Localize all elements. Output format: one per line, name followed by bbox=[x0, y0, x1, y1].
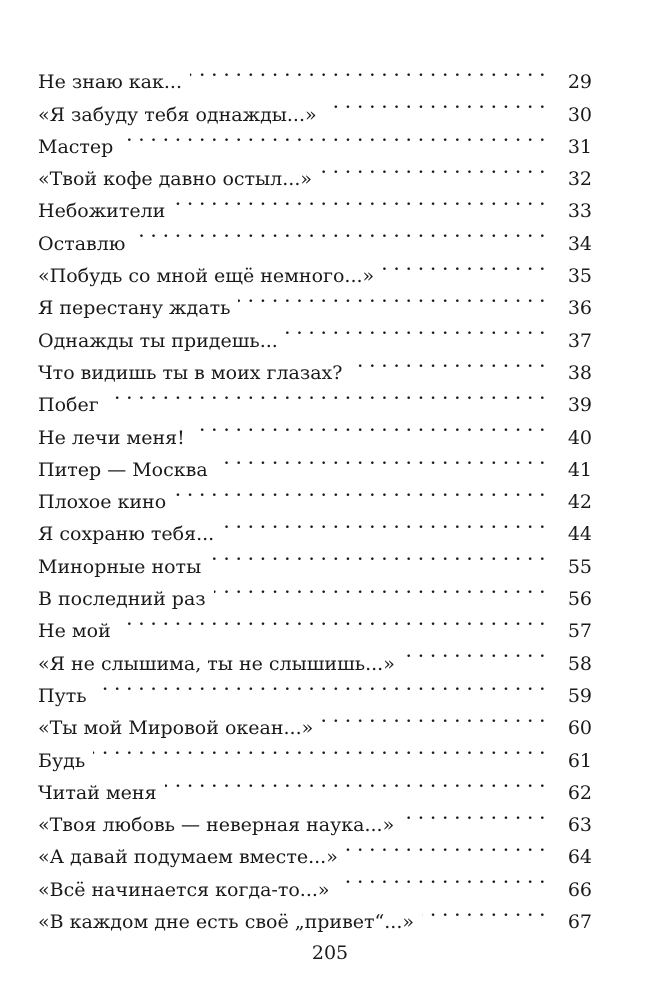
toc-entry-page-number: 64 bbox=[567, 846, 592, 869]
toc-entry: Питер — Москва 41 bbox=[38, 444, 592, 481]
dot-leader bbox=[93, 734, 546, 766]
toc-entry-page-number: 34 bbox=[567, 232, 592, 255]
toc-entry: В последний раз56 bbox=[38, 573, 592, 610]
toc-entry-title: Будь bbox=[38, 749, 86, 772]
toc-entry: Побег 39 bbox=[38, 379, 592, 416]
toc-entry: «Твоя любовь — неверная наука...» 63 bbox=[38, 799, 592, 836]
dot-leader bbox=[165, 767, 546, 799]
toc-entry-page-number: 63 bbox=[567, 814, 592, 837]
toc-entry-title: «В каждом дне есть своё „привет“...» bbox=[38, 911, 414, 934]
toc-entry-title: «Твоя любовь — неверная наука...» bbox=[38, 814, 395, 837]
toc-entry: Путь 59 bbox=[38, 670, 592, 707]
toc-entry-page-number: 32 bbox=[567, 168, 592, 191]
dot-leader bbox=[321, 702, 546, 734]
table-of-contents: Не знаю как... 29«Я забуду тебя однажды..… bbox=[38, 56, 592, 933]
toc-entry: Однажды ты придешь... 37 bbox=[38, 314, 592, 351]
toc-entry-page-number: 61 bbox=[567, 749, 592, 772]
toc-entry-title: «А давай подумаем вместе...» bbox=[38, 846, 338, 869]
toc-entry: Оставлю 34 bbox=[38, 217, 592, 254]
dot-leader bbox=[214, 573, 546, 605]
toc-entry: «А давай подумаем вместе...» 64 bbox=[38, 831, 592, 868]
toc-entry-title: Мастер bbox=[38, 135, 114, 158]
toc-entry-page-number: 35 bbox=[567, 265, 592, 288]
toc-entry-page-number: 29 bbox=[567, 71, 592, 94]
toc-entry: «Я не слышима, ты не слышишь...»58 bbox=[38, 637, 592, 674]
dot-leader bbox=[286, 314, 546, 346]
toc-entry-page-number: 36 bbox=[567, 297, 592, 320]
toc-entry-title: Плохое кино bbox=[38, 491, 167, 514]
toc-entry-page-number: 59 bbox=[567, 684, 592, 707]
toc-entry-page-number: 44 bbox=[567, 523, 592, 546]
dot-leader bbox=[338, 863, 546, 895]
toc-entry-title: Я перестану ждать bbox=[38, 297, 231, 320]
toc-entry: Минорные ноты 55 bbox=[38, 540, 592, 577]
toc-entry-title: Оставлю bbox=[38, 232, 126, 255]
toc-entry-title: Не знаю как... bbox=[38, 71, 182, 94]
toc-entry-page-number: 33 bbox=[567, 200, 592, 223]
toc-entry: Не знаю как... 29 bbox=[38, 56, 592, 93]
dot-leader bbox=[382, 250, 546, 282]
dot-leader bbox=[174, 476, 546, 508]
toc-entry-page-number: 37 bbox=[567, 329, 592, 352]
dot-leader bbox=[95, 670, 546, 702]
toc-entry: Плохое кино 42 bbox=[38, 476, 592, 513]
toc-entry: «Ты мой Мировой океан...»60 bbox=[38, 702, 592, 739]
toc-entry-page-number: 41 bbox=[567, 458, 592, 481]
dot-leader bbox=[402, 799, 546, 831]
dot-leader bbox=[190, 56, 546, 88]
toc-entry-page-number: 30 bbox=[567, 103, 592, 126]
toc-entry: «Всё начинается когда-то...» 66 bbox=[38, 863, 592, 900]
dot-leader bbox=[346, 831, 546, 863]
toc-entry-title: Путь bbox=[38, 684, 87, 707]
toc-entry-page-number: 56 bbox=[567, 588, 592, 611]
toc-entry-title: Побег bbox=[38, 394, 99, 417]
toc-entry-page-number: 38 bbox=[567, 361, 592, 384]
toc-entry-title: Питер — Москва bbox=[38, 458, 208, 481]
dot-leader bbox=[222, 508, 546, 540]
toc-entry-title: «Всё начинается когда-то...» bbox=[38, 878, 330, 901]
toc-entry: Я сохраню тебя... 44 bbox=[38, 508, 592, 545]
dot-leader bbox=[216, 444, 546, 476]
toc-entry-page-number: 31 bbox=[567, 135, 592, 158]
dot-leader bbox=[133, 217, 546, 249]
toc-entry: Будь 61 bbox=[38, 734, 592, 771]
toc-entry-page-number: 40 bbox=[567, 426, 592, 449]
toc-entry-title: Читай меня bbox=[38, 781, 157, 804]
dot-leader bbox=[422, 896, 546, 928]
toc-entry-title: Минорные ноты bbox=[38, 555, 202, 578]
toc-entry: Не лечи меня! 40 bbox=[38, 411, 592, 448]
dot-leader bbox=[121, 121, 546, 153]
toc-entry-page-number: 62 bbox=[567, 781, 592, 804]
dot-leader bbox=[325, 88, 546, 120]
toc-entry-page-number: 39 bbox=[567, 394, 592, 417]
toc-entry: «Я забуду тебя однажды...»30 bbox=[38, 88, 592, 125]
toc-entry-title: Не мой bbox=[38, 620, 111, 643]
dot-leader bbox=[209, 540, 546, 572]
page-number: 205 bbox=[311, 942, 349, 964]
toc-entry-page-number: 67 bbox=[567, 911, 592, 934]
dot-leader bbox=[350, 347, 546, 379]
toc-entry-page-number: 42 bbox=[567, 491, 592, 514]
dot-leader bbox=[193, 411, 546, 443]
toc-entry: Я перестану ждать 36 bbox=[38, 282, 592, 319]
toc-entry-title: Я сохраню тебя... bbox=[38, 523, 215, 546]
dot-leader bbox=[107, 379, 546, 411]
dot-leader bbox=[403, 637, 546, 669]
toc-entry-page-number: 60 bbox=[567, 717, 592, 740]
toc-entry-page-number: 58 bbox=[567, 652, 592, 675]
toc-entry: Небожители33 bbox=[38, 185, 592, 222]
dot-leader bbox=[173, 185, 546, 217]
dot-leader bbox=[320, 153, 546, 185]
toc-entry-title: Однажды ты придешь... bbox=[38, 329, 278, 352]
toc-entry: «В каждом дне есть своё „привет“...» 67 bbox=[38, 896, 592, 933]
toc-entry: Читай меня 62 bbox=[38, 767, 592, 804]
toc-entry-page-number: 57 bbox=[567, 620, 592, 643]
toc-entry-page-number: 66 bbox=[567, 878, 592, 901]
toc-entry-page-number: 55 bbox=[567, 555, 592, 578]
toc-entry-title: Не лечи меня! bbox=[38, 426, 185, 449]
dot-leader bbox=[238, 282, 546, 314]
toc-entry: Не мой 57 bbox=[38, 605, 592, 642]
toc-entry: Мастер 31 bbox=[38, 121, 592, 158]
dot-leader bbox=[119, 605, 546, 637]
